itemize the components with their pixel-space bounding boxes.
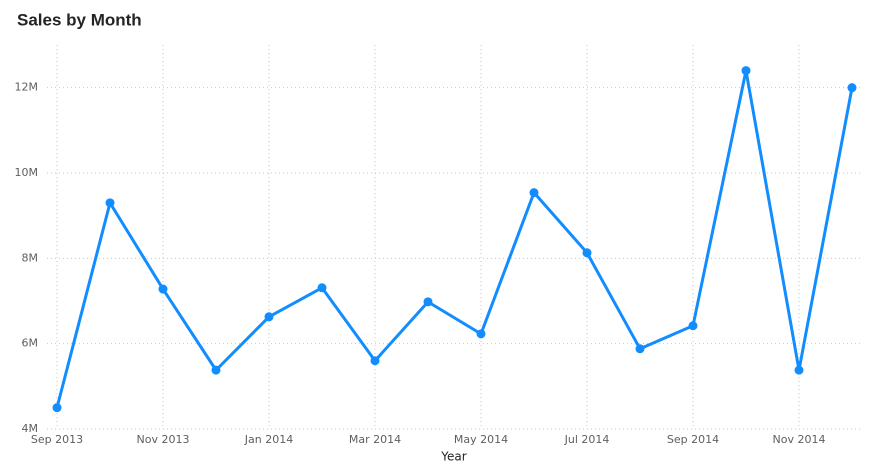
x-tick-label: May 2014: [454, 433, 508, 446]
x-axis-title: Year: [440, 450, 466, 464]
point: [52, 403, 62, 413]
point: [688, 321, 698, 331]
x-tick-label: Mar 2014: [349, 433, 401, 446]
x-tick-label: Jul 2014: [564, 433, 610, 446]
x-tick-label: Sep 2014: [667, 433, 719, 446]
y-tick-label: 12M: [15, 81, 39, 94]
point: [317, 283, 327, 293]
point: [423, 297, 433, 307]
x-tick-label: Sep 2013: [31, 433, 83, 446]
line: [55, 69, 854, 409]
point: [105, 198, 115, 208]
y-tick-label: 10M: [15, 166, 39, 179]
x-tick-label: Nov 2014: [773, 433, 826, 446]
x-tick-label: Nov 2013: [137, 433, 190, 446]
y-tick-label: 4M: [22, 422, 39, 435]
point: [582, 248, 592, 258]
point: [158, 284, 168, 294]
point: [529, 188, 539, 198]
y-tick-label: 8M: [22, 251, 39, 264]
y-tick-label: 6M: [22, 337, 39, 350]
point: [635, 344, 645, 354]
point: [847, 83, 857, 93]
point: [476, 329, 486, 339]
x-tick-label: Jan 2014: [244, 433, 293, 446]
point: [794, 365, 804, 375]
point: [211, 365, 221, 375]
point: [264, 312, 274, 322]
point: [370, 356, 380, 366]
point: [741, 66, 751, 76]
chart-title: Sales by Month: [17, 10, 142, 29]
